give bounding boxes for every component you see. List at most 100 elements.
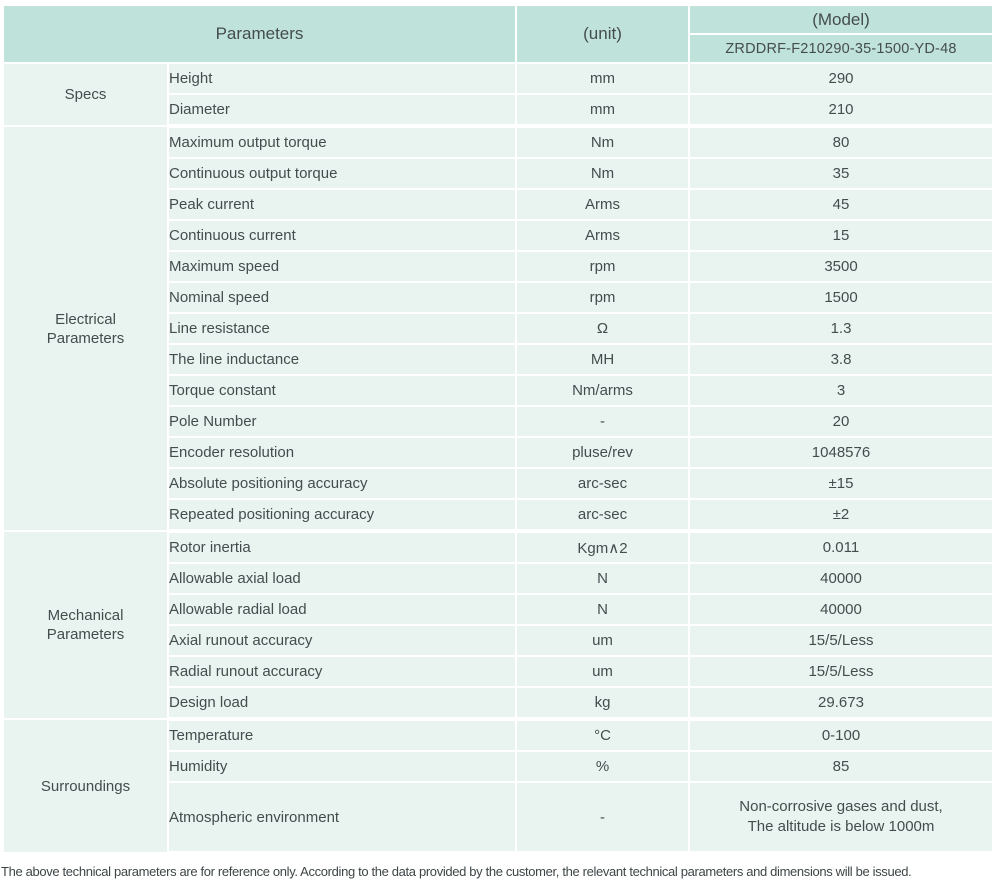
- unit-value: um: [515, 655, 690, 688]
- unit-value: MH: [515, 343, 690, 376]
- table-row: Line resistance Ω 1.3: [3, 312, 994, 345]
- parameter-name: Maximum output torque: [167, 125, 517, 159]
- parameter-name: Rotor inertia: [167, 530, 517, 564]
- table-row: Continuous current Arms 15: [3, 219, 994, 252]
- table-row: Diameter mm 210: [3, 93, 994, 128]
- unit-value: °C: [515, 718, 690, 752]
- table-row: Maximum speed rpm 3500: [3, 250, 994, 283]
- parameter-value: 1048576: [688, 436, 994, 469]
- parameter-value: 210: [688, 93, 994, 128]
- unit-value: rpm: [515, 281, 690, 314]
- table-row: Axial runout accuracy um 15/5/Less: [3, 624, 994, 657]
- unit-value: mm: [515, 62, 690, 95]
- model-number: ZRDDRF-F210290-35-1500-YD-48: [688, 33, 994, 64]
- parameter-value: 0-100: [688, 718, 994, 752]
- footer-disclaimer: The above technical parameters are for r…: [1, 864, 912, 879]
- unit-value: N: [515, 562, 690, 595]
- table-row: Radial runout accuracy um 15/5/Less: [3, 655, 994, 688]
- table-row: Nominal speed rpm 1500: [3, 281, 994, 314]
- parameter-name: Peak current: [167, 188, 517, 221]
- unit-value: rpm: [515, 250, 690, 283]
- group-label-specs: Specs: [2, 62, 169, 127]
- parameter-name: Line resistance: [167, 312, 517, 345]
- table-row: Absolute positioning accuracy arc-sec ±15: [3, 467, 994, 500]
- parameter-value: 29.673: [688, 686, 994, 721]
- parameter-value: 3: [688, 374, 994, 407]
- parameter-value: 0.011: [688, 530, 994, 564]
- unit-value: kg: [515, 686, 690, 721]
- unit-value: -: [515, 405, 690, 438]
- model-header: (Model): [688, 4, 994, 35]
- parameter-value: 20: [688, 405, 994, 438]
- parameter-name: Temperature: [167, 718, 517, 752]
- unit-value: Ω: [515, 312, 690, 345]
- parameter-value: 40000: [688, 562, 994, 595]
- parameter-name: Humidity: [167, 750, 517, 783]
- unit-value: mm: [515, 93, 690, 128]
- table-row: Peak current Arms 45: [3, 188, 994, 221]
- parameter-name: Torque constant: [167, 374, 517, 407]
- parameter-name: Maximum speed: [167, 250, 517, 283]
- unit-value: um: [515, 624, 690, 657]
- parameter-value: 1.3: [688, 312, 994, 345]
- unit-value: arc-sec: [515, 467, 690, 500]
- unit-value: Nm: [515, 125, 690, 159]
- parameter-name: Radial runout accuracy: [167, 655, 517, 688]
- parameter-value: ±2: [688, 498, 994, 533]
- parameters-header: Parameters: [2, 4, 517, 64]
- parameter-name: Design load: [167, 686, 517, 721]
- parameter-name: The line inductance: [167, 343, 517, 376]
- parameter-value: 85: [688, 750, 994, 783]
- unit-value: Nm: [515, 157, 690, 190]
- parameter-name: Allowable axial load: [167, 562, 517, 595]
- table-row: Pole Number -20: [3, 405, 994, 438]
- table-row: Surroundings Temperature °C 0-100: [2, 718, 994, 854]
- parameter-value: 1500: [688, 281, 994, 314]
- table-row: Atmospheric environment - Non-corrosive ga…: [3, 781, 994, 855]
- unit-value: Kgm∧2: [515, 530, 690, 564]
- unit-value: Arms: [515, 219, 690, 252]
- parameter-value: 15/5/Less: [688, 655, 994, 688]
- parameter-name: Continuous current: [167, 219, 517, 252]
- table-row: Repeated positioning accuracy arc-sec ±2: [3, 498, 994, 533]
- group-label-mechanical-parameters: Mechanical Parameters: [2, 530, 169, 720]
- parameter-name: Absolute positioning accuracy: [167, 467, 517, 500]
- table-row: Mechanical Parameters Rotor inertia Kgm∧2 0…: [2, 530, 994, 720]
- parameter-name: Allowable radial load: [167, 593, 517, 626]
- parameter-name: Pole Number: [167, 405, 517, 438]
- parameter-value: 3.8: [688, 343, 994, 376]
- parameter-name: Nominal speed: [167, 281, 517, 314]
- group-label-surroundings: Surroundings: [2, 718, 169, 854]
- parameter-value: 45: [688, 188, 994, 221]
- table-row: Encoder resolution pluse/rev 1048576: [3, 436, 994, 469]
- parameter-value: 15: [688, 219, 994, 252]
- table-row: Humidity% 85: [3, 750, 994, 783]
- parameter-value: 290: [688, 62, 994, 95]
- table-row: Torque constant Nm/arms 3: [3, 374, 994, 407]
- parameter-value: ±15: [688, 467, 994, 500]
- table-body: Specs Height mm 290 Diameter mm 210 Electrical …: [2, 62, 994, 855]
- table-row: Continuous output torque Nm 35: [3, 157, 994, 190]
- unit-value: N: [515, 593, 690, 626]
- parameter-name: Continuous output torque: [167, 157, 517, 190]
- parameter-name: Diameter: [167, 93, 517, 128]
- table-row: Design load kg 29.673: [3, 686, 994, 721]
- parameter-name: Encoder resolution: [167, 436, 517, 469]
- table-row: Electrical Parameters Maximum output torq…: [2, 125, 994, 532]
- unit-value: arc-sec: [515, 498, 690, 533]
- parameter-value: 35: [688, 157, 994, 190]
- unit-value: Nm/arms: [515, 374, 690, 407]
- parameter-value: Non-corrosive gases and dust, The altitu…: [688, 781, 994, 855]
- unit-value: -: [515, 781, 690, 855]
- parameter-value: 3500: [688, 250, 994, 283]
- parameter-name: Atmospheric environment: [167, 781, 517, 855]
- spec-table: Parameters (unit) (Model) ZRDDRF-F210290…: [2, 4, 994, 855]
- unit-value: %: [515, 750, 690, 783]
- parameter-value: 40000: [688, 593, 994, 626]
- parameter-name: Axial runout accuracy: [167, 624, 517, 657]
- parameter-name: Repeated positioning accuracy: [167, 498, 517, 533]
- table-row: Allowable radial load N 40000: [3, 593, 994, 626]
- table-row: Specs Height mm 290: [2, 62, 994, 127]
- unit-value: pluse/rev: [515, 436, 690, 469]
